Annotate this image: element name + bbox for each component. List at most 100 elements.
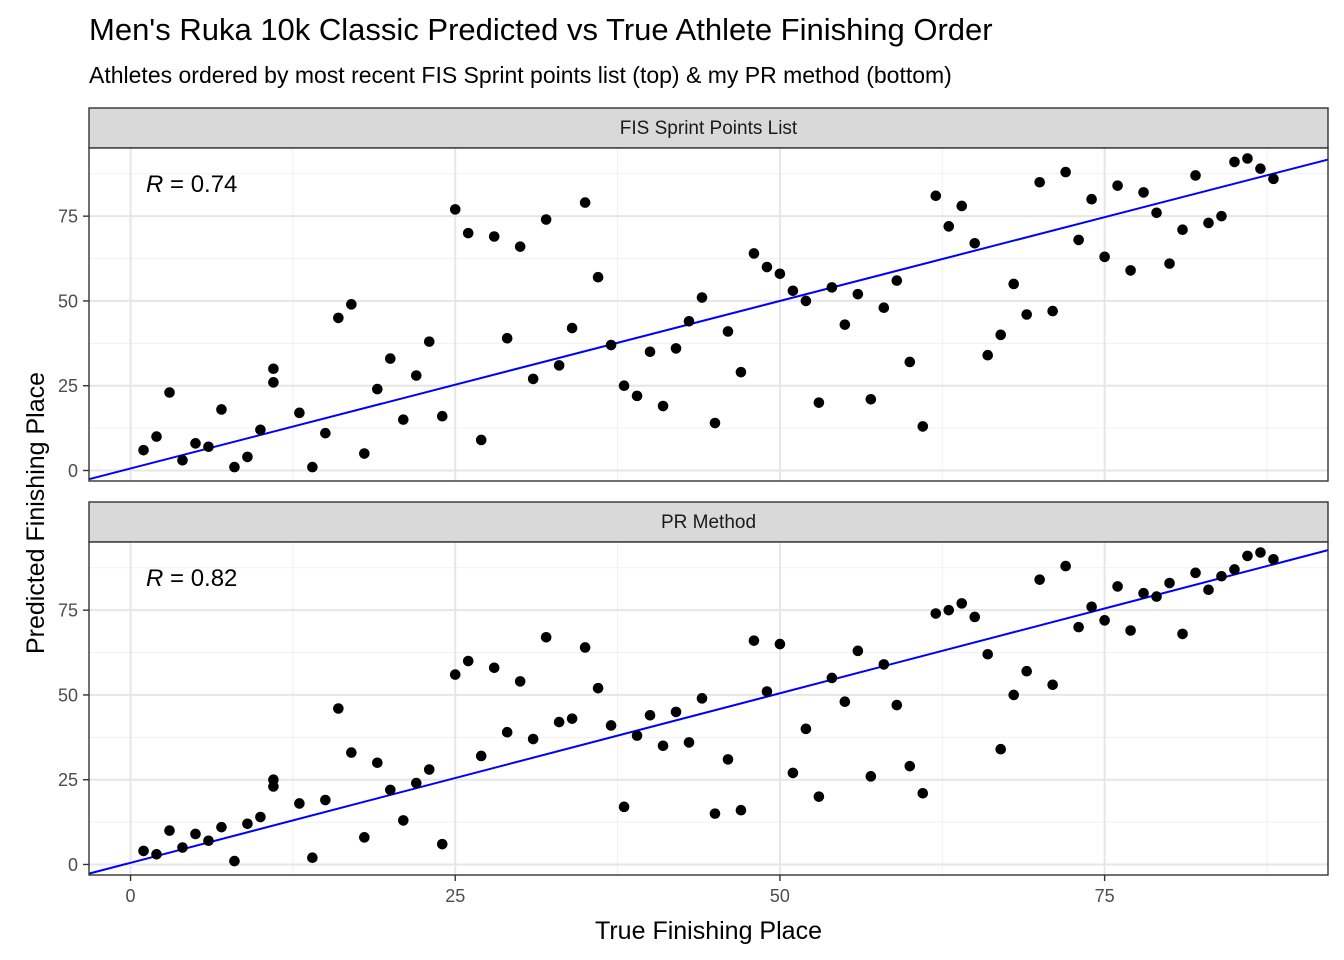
y-axis-title: Predicted Finishing Place	[22, 372, 50, 654]
data-point	[372, 383, 383, 395]
panel-border	[88, 147, 1329, 482]
data-point	[138, 845, 149, 857]
data-point	[359, 832, 370, 843]
data-point	[1073, 234, 1084, 246]
data-point	[982, 648, 994, 660]
data-point	[346, 747, 357, 758]
data-point	[969, 611, 981, 623]
data-point	[397, 414, 409, 425]
data-point	[268, 363, 279, 375]
data-point	[151, 849, 162, 860]
data-point	[540, 214, 552, 225]
strip-label: PR Method	[661, 512, 756, 533]
data-point	[774, 638, 786, 650]
data-point	[1229, 156, 1240, 168]
data-point	[164, 387, 175, 398]
data-points	[138, 153, 1279, 473]
data-point	[294, 407, 305, 419]
data-point	[618, 801, 630, 813]
data-point	[1021, 665, 1032, 677]
data-point	[488, 662, 500, 674]
data-point	[709, 417, 721, 429]
strip-background	[88, 107, 1329, 149]
data-point	[410, 370, 422, 381]
data-point	[956, 598, 968, 609]
data-point	[995, 743, 1007, 755]
data-point	[1268, 553, 1279, 565]
data-point	[501, 726, 513, 738]
data-point	[1086, 193, 1097, 205]
data-point	[268, 781, 279, 792]
data-point	[566, 713, 578, 724]
data-point	[1021, 309, 1032, 320]
data-point	[813, 397, 825, 408]
data-point	[553, 360, 565, 371]
data-point	[904, 356, 916, 368]
data-point	[787, 767, 799, 779]
data-point	[1164, 577, 1175, 589]
data-point	[683, 737, 695, 748]
data-point	[943, 221, 955, 232]
data-point	[1138, 587, 1149, 599]
data-point	[761, 261, 773, 273]
data-point	[930, 190, 942, 202]
data-point	[255, 811, 266, 823]
data-point	[631, 730, 643, 741]
data-point	[1086, 601, 1097, 613]
data-point	[475, 750, 487, 762]
data-point	[1203, 584, 1214, 596]
y-tick-label: 50	[58, 291, 78, 311]
data-point	[514, 241, 526, 252]
data-points	[138, 547, 1279, 867]
data-point	[1125, 625, 1136, 636]
x-tick-label: 50	[770, 886, 790, 906]
data-point	[436, 410, 448, 422]
data-point	[943, 604, 955, 616]
data-point	[1190, 170, 1201, 181]
data-point	[229, 855, 240, 867]
data-point	[644, 709, 656, 721]
r-value: = 0.74	[163, 171, 237, 198]
data-point	[1099, 251, 1110, 263]
chart-subtitle: Athletes ordered by most recent FIS Spri…	[89, 62, 952, 88]
data-point	[865, 393, 877, 405]
data-point	[956, 200, 968, 212]
panel-fis-sprint: FIS Sprint Points List 0 25 50 75 R = 0.74	[58, 107, 1329, 482]
data-point	[268, 377, 279, 388]
data-point	[333, 703, 344, 714]
data-point	[177, 842, 188, 853]
data-point	[735, 804, 747, 816]
data-point	[359, 448, 370, 459]
data-point	[307, 852, 318, 864]
data-point	[904, 760, 916, 772]
data-point	[1008, 278, 1020, 290]
data-point	[891, 699, 903, 711]
data-point	[540, 631, 552, 643]
data-point	[1073, 621, 1084, 633]
data-point	[1255, 163, 1266, 174]
data-point	[333, 312, 344, 324]
data-point	[878, 659, 890, 670]
data-point	[320, 794, 331, 806]
data-point	[553, 716, 565, 728]
data-point	[1255, 547, 1266, 558]
data-point	[1151, 591, 1162, 602]
data-point	[917, 421, 929, 432]
data-point	[592, 271, 604, 283]
data-point	[748, 635, 760, 646]
chart-title: Men's Ruka 10k Classic Predicted vs True…	[89, 12, 993, 47]
data-point	[462, 227, 474, 239]
data-point	[1242, 550, 1253, 562]
data-point	[255, 424, 266, 436]
data-point	[410, 777, 422, 789]
y-tick-label: 75	[58, 601, 78, 621]
data-point	[631, 390, 643, 402]
data-point	[696, 292, 708, 303]
data-point	[930, 608, 942, 619]
data-point	[1060, 560, 1071, 572]
data-point	[579, 197, 591, 208]
data-point	[1047, 679, 1058, 691]
y-tick-label: 0	[68, 855, 78, 875]
data-point	[423, 764, 435, 775]
data-point	[826, 282, 838, 293]
